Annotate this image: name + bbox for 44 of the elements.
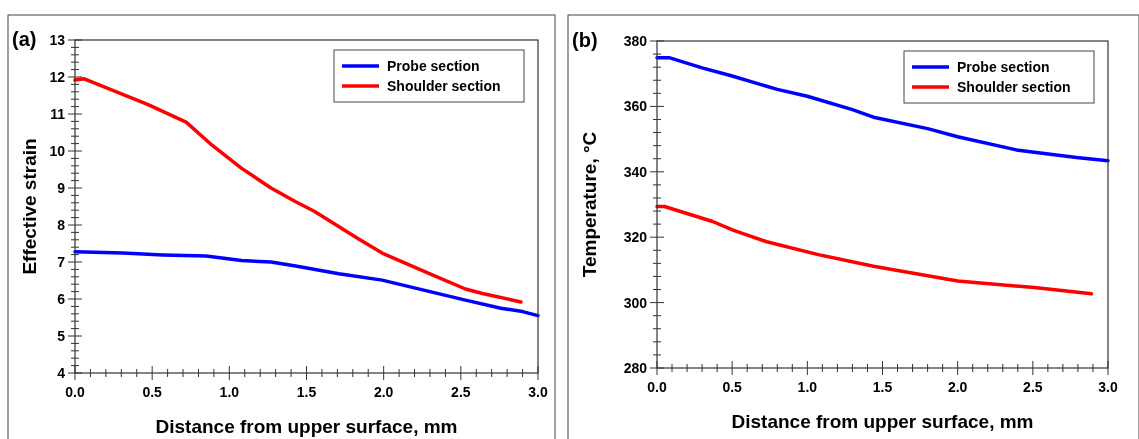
line-series <box>73 77 523 304</box>
y-tick-label: 12 <box>49 69 66 85</box>
y-tick-label: 13 <box>49 32 66 48</box>
x-tick-label: 1.5 <box>296 384 317 400</box>
y-tick-label: 280 <box>623 360 648 376</box>
x-tick-label: 0.5 <box>722 379 743 395</box>
line-series <box>655 204 1094 296</box>
x-tick-label: 2.0 <box>947 379 968 395</box>
x-tick-label: 0.0 <box>65 384 85 400</box>
y-tick-label: 7 <box>57 254 66 270</box>
y-tick-label: 6 <box>57 291 66 307</box>
x-tick-label: 1.5 <box>872 379 893 395</box>
y-tick-label: 8 <box>57 217 66 233</box>
line-series <box>655 55 1110 163</box>
x-tick-label: 3.0 <box>1098 379 1118 395</box>
y-tick-label: 11 <box>50 106 66 122</box>
chart-title: (a) <box>12 28 37 50</box>
x-tick-label: 3.0 <box>528 384 548 400</box>
y-axis-title: Temperature, °C <box>579 131 600 278</box>
legend-label: Probe section <box>387 58 480 74</box>
x-axis-title: Distance from upper surface, mm <box>155 416 458 437</box>
chart-title: (b) <box>572 29 598 51</box>
x-tick-label: 2.5 <box>1023 379 1043 395</box>
y-tick-label: 5 <box>57 328 66 344</box>
y-tick-label: 4 <box>57 365 66 381</box>
y-tick-label: 360 <box>623 98 648 115</box>
legend-label: Shoulder section <box>387 78 501 94</box>
y-tick-label: 340 <box>623 163 648 180</box>
line-series <box>73 249 540 318</box>
x-axis-title: Distance from upper surface, mm <box>731 411 1034 432</box>
x-tick-label: 2.5 <box>451 384 471 400</box>
x-tick-label: 1.0 <box>219 384 240 400</box>
y-tick-label: 380 <box>623 33 648 49</box>
y-tick-label: 300 <box>623 294 648 311</box>
x-tick-label: 0.0 <box>647 379 667 395</box>
y-tick-label: 10 <box>49 143 66 159</box>
y-axis-title: Effective strain <box>19 138 40 275</box>
y-tick-label: 9 <box>57 180 66 196</box>
legend-label: Shoulder section <box>957 79 1071 95</box>
x-tick-label: 2.0 <box>373 384 394 400</box>
y-tick-label: 320 <box>623 229 648 246</box>
x-tick-label: 1.0 <box>797 379 818 395</box>
x-tick-label: 0.5 <box>142 384 163 400</box>
legend-label: Probe section <box>957 59 1050 75</box>
